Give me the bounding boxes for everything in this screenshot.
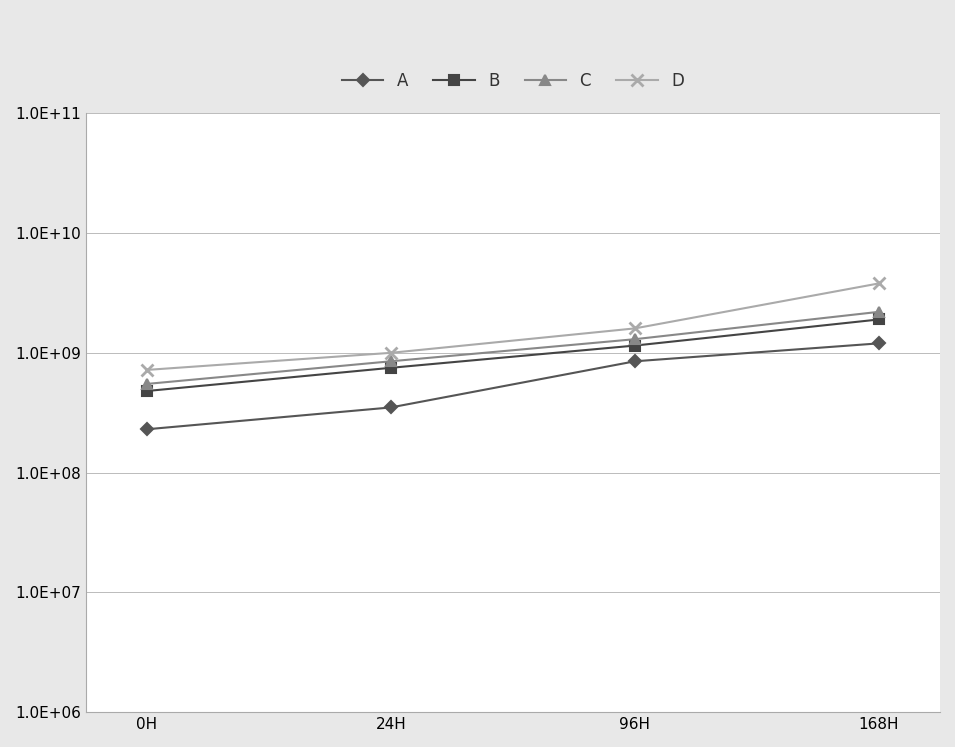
D (629, 324, 641, 333)
D (141, 365, 153, 374)
B (141, 386, 153, 395)
A (629, 357, 641, 366)
B (873, 315, 884, 324)
B (385, 363, 396, 372)
A (385, 403, 396, 412)
D (385, 348, 396, 357)
C (629, 335, 641, 344)
A (873, 339, 884, 348)
D (873, 279, 884, 288)
Line: A: A (142, 339, 883, 433)
C (385, 357, 396, 366)
C (873, 307, 884, 316)
Legend: A, B, C, D: A, B, C, D (335, 66, 690, 96)
Line: C: C (142, 307, 883, 388)
B (629, 341, 641, 350)
Line: D: D (140, 277, 885, 376)
Line: B: B (142, 314, 883, 396)
A (141, 425, 153, 434)
C (141, 379, 153, 388)
